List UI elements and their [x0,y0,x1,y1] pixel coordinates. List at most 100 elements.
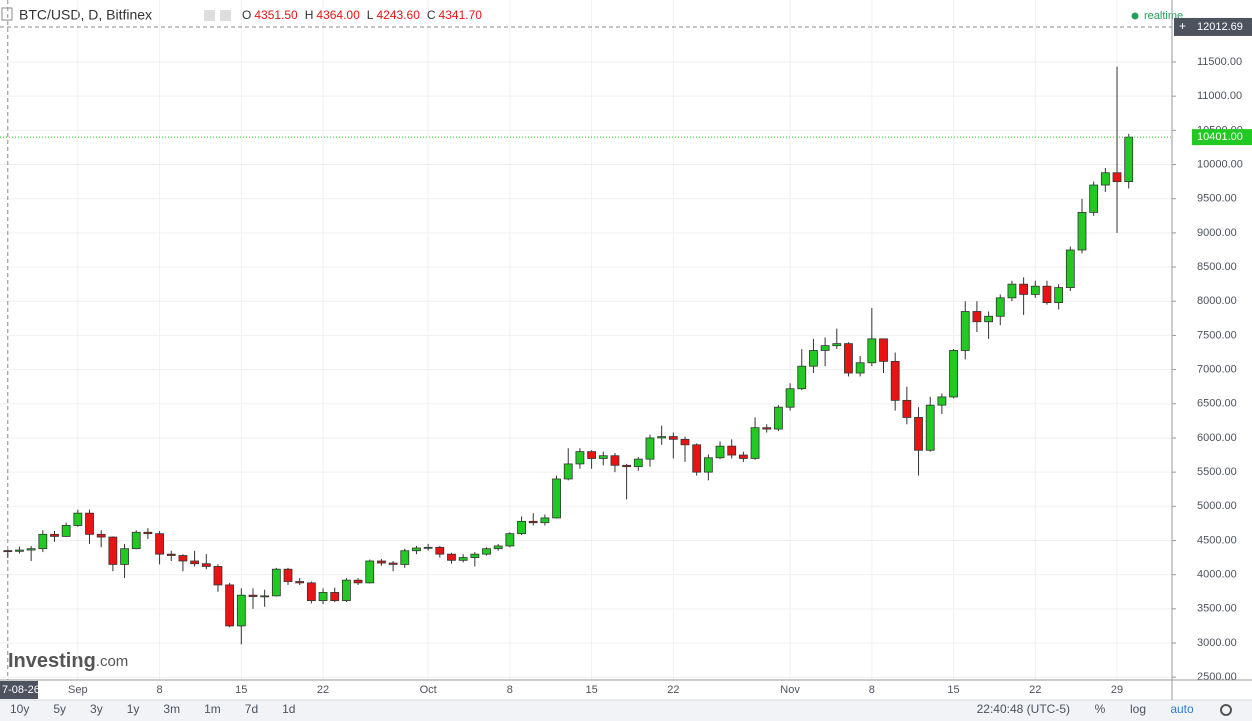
scale-option[interactable]: % [1095,702,1106,716]
candle-body [844,343,853,374]
ohlc-value: 4341.70 [439,8,483,22]
candle-body [563,463,573,480]
candle-body [645,437,655,460]
candle-body [832,343,842,347]
candle-body [73,512,83,526]
y-tick-label: 11000.00 [1197,90,1242,102]
candle-body [96,533,106,538]
ohlc-key: L [367,8,374,22]
last-price-bg [1192,129,1252,146]
ohlc-key: O [242,8,251,22]
candle-body [692,444,702,473]
candle-body [38,533,48,550]
candle-body [937,396,947,406]
range-button[interactable]: 3y [90,702,103,716]
candle-body [353,579,363,584]
status-dot [1131,12,1139,20]
x-tick-label: 22 [667,684,679,696]
candle-body [1089,184,1099,213]
candle-body [178,555,188,562]
candle-body [552,478,561,519]
ohlc-value: 4351.50 [254,8,298,22]
candle-body [493,545,503,550]
crosshair-x-label: 7-08-26 [2,684,40,696]
status: realtime [1144,10,1183,22]
y-tick-label: 10000.00 [1197,158,1243,170]
candle-body [295,581,305,584]
candle-body [1112,172,1122,183]
y-tick-label: 8500.00 [1197,261,1237,273]
toolbar-bg [0,700,1252,721]
candle-body [879,338,888,362]
candle-body [458,557,468,561]
x-tick-label: 22 [317,684,329,696]
scale-option[interactable]: auto [1170,702,1194,716]
y-tick-label: 8000.00 [1197,295,1237,307]
candle-body [423,546,433,549]
x-tick-label: 29 [1111,684,1123,696]
chart-title: BTC/USD, D, Bitfinex [19,7,152,23]
candle-body [575,451,585,465]
y-tick-label: 2500.00 [1197,671,1237,683]
scale-option[interactable]: log [1130,702,1146,716]
y-tick-label: 6000.00 [1197,432,1237,444]
candle-body [190,560,200,565]
x-tick-label: Sep [68,684,88,696]
candle-body [50,533,59,537]
candle-body [855,362,865,374]
candle-body [750,427,760,459]
candle-body [3,550,13,553]
candle-body [774,406,783,430]
candle-body [902,399,912,418]
candle-body [1007,283,1017,299]
candle-body [598,455,608,459]
candle-body [1030,285,1040,295]
x-tick-label: Oct [420,684,437,696]
range-button[interactable]: 1y [127,702,140,716]
y-tick-label: 6500.00 [1197,398,1237,410]
candle-body [435,546,445,555]
candle-body [785,388,795,408]
symbol-icon [1,7,13,21]
candle-body [668,436,678,440]
settings-icon[interactable] [204,10,215,21]
crosshair-plus: + [1179,19,1186,33]
candle-body [1042,285,1052,304]
candle-body [960,311,970,351]
range-button[interactable]: 7d [245,702,258,716]
candle-body [306,582,316,602]
y-tick-label: 9000.00 [1197,227,1237,239]
x-tick-label: 8 [507,684,513,696]
candle-body [155,533,164,555]
crosshair-y-bg [1174,17,1252,36]
candle-body [341,579,351,602]
candle-body [260,595,270,598]
candle-body [715,445,725,459]
settings-gear[interactable] [1220,704,1232,716]
ohlc-value: 4364.00 [316,8,360,22]
candle-body [890,360,900,401]
logo-suffix: .com [96,653,129,670]
candle-body [925,404,935,451]
candle-body [213,566,223,586]
close-icon[interactable] [220,10,231,21]
range-button[interactable]: 3m [163,702,180,716]
crosshair-x-bg [0,681,38,699]
candle-body [984,315,993,323]
candle-body [505,533,515,547]
candle-body [15,549,24,552]
candle-body [271,568,281,597]
candle-body [867,338,877,364]
range-button[interactable]: 10y [10,702,29,716]
candle-body [1077,211,1087,251]
range-button[interactable]: 1m [204,702,221,716]
candle-body [587,451,596,459]
range-button[interactable]: 5y [53,702,66,716]
candle-body [143,531,153,535]
ohlc-key: H [305,8,314,22]
candle-body [1054,287,1064,304]
range-button[interactable]: 1d [282,702,295,716]
candle-body [447,553,456,561]
